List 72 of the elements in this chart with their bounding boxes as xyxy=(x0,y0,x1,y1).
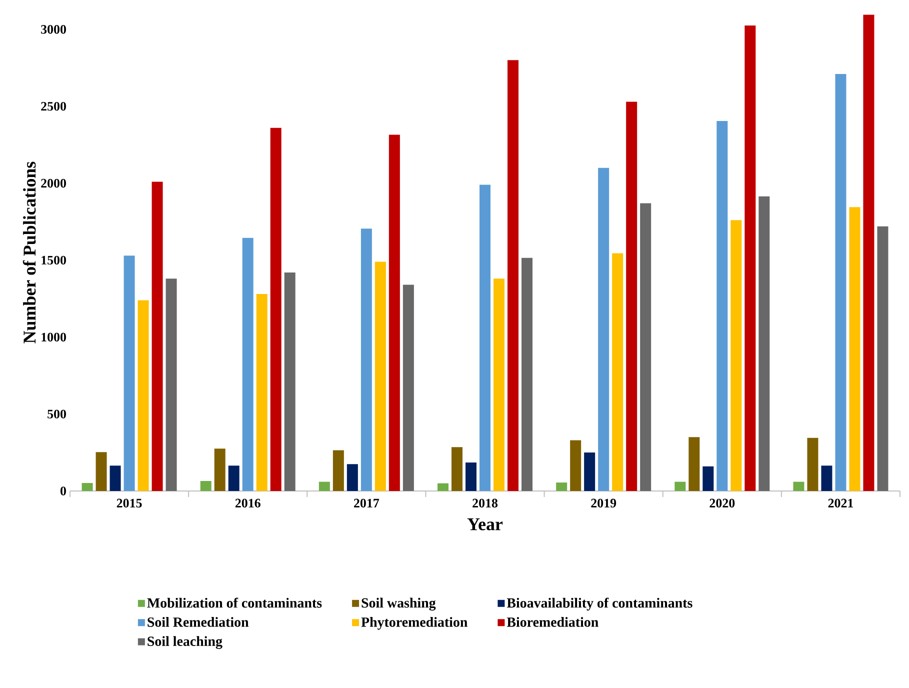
bar xyxy=(374,262,386,491)
bar xyxy=(702,466,714,491)
bar xyxy=(508,60,519,491)
bar xyxy=(849,207,860,491)
bar xyxy=(716,120,728,491)
bar xyxy=(270,128,282,491)
legend-label: Soil washing xyxy=(362,598,436,611)
bar xyxy=(96,452,107,491)
bar xyxy=(388,134,400,491)
x-tick-label: 2016 xyxy=(235,498,260,508)
bar xyxy=(730,220,742,491)
bar xyxy=(821,466,832,491)
legend-label: Soil leaching xyxy=(148,636,222,649)
bar xyxy=(522,258,533,491)
bar xyxy=(877,226,888,491)
y-tick-label: 1000 xyxy=(42,332,66,342)
bar xyxy=(242,238,254,491)
bar xyxy=(318,482,330,491)
bar xyxy=(584,452,596,491)
legend-label: Bioremediation xyxy=(506,617,598,627)
bar xyxy=(556,482,568,491)
bar xyxy=(674,482,686,491)
y-tick-label: 3000 xyxy=(41,25,66,34)
bar xyxy=(807,438,818,491)
legend-label: Mobilization of contaminants xyxy=(147,598,322,608)
bar xyxy=(346,464,358,491)
bar xyxy=(110,466,121,491)
bar xyxy=(138,300,149,491)
bar xyxy=(200,481,212,491)
x-tick-label: 2019 xyxy=(591,498,616,508)
legend-label: Bioavailability of contaminants xyxy=(506,598,692,611)
bar xyxy=(640,203,652,491)
bar xyxy=(214,448,226,491)
bar xyxy=(360,228,372,491)
bar xyxy=(494,278,505,491)
bar xyxy=(452,447,463,491)
bar xyxy=(466,462,477,491)
x-tick-label: 2021 xyxy=(828,498,854,508)
bar xyxy=(332,450,344,491)
y-tick-label: 2500 xyxy=(41,102,66,111)
bar xyxy=(612,253,624,491)
bar xyxy=(744,26,756,491)
bar xyxy=(626,102,638,491)
x-tick-label: 2017 xyxy=(354,498,380,508)
bar xyxy=(835,74,846,491)
bar xyxy=(82,483,93,491)
x-tick-label: 2020 xyxy=(710,498,735,508)
bar xyxy=(598,168,610,491)
bar xyxy=(758,196,770,491)
legend-label: Soil Remediation xyxy=(148,617,249,627)
legend-label: Phytoremediation xyxy=(361,617,468,630)
bar xyxy=(284,272,296,491)
y-tick-label: 2000 xyxy=(41,178,66,188)
bar xyxy=(256,294,268,491)
bar xyxy=(480,184,491,491)
bar xyxy=(166,278,177,491)
x-tick-label: 2015 xyxy=(116,498,142,508)
bar xyxy=(152,182,163,491)
bar xyxy=(570,440,582,491)
x-axis-title: Year xyxy=(467,518,503,530)
bar xyxy=(228,466,240,491)
bar xyxy=(863,14,874,491)
bar xyxy=(124,256,135,491)
x-tick-label: 2018 xyxy=(472,498,498,508)
y-tick-label: 0 xyxy=(60,486,66,496)
y-tick-label: 1500 xyxy=(42,256,66,265)
y-tick-label: 500 xyxy=(48,410,66,418)
bar xyxy=(402,284,414,491)
bar xyxy=(688,437,700,491)
bar xyxy=(793,482,804,491)
y-axis-title: Number of Publications xyxy=(22,162,36,344)
bar xyxy=(438,483,449,491)
